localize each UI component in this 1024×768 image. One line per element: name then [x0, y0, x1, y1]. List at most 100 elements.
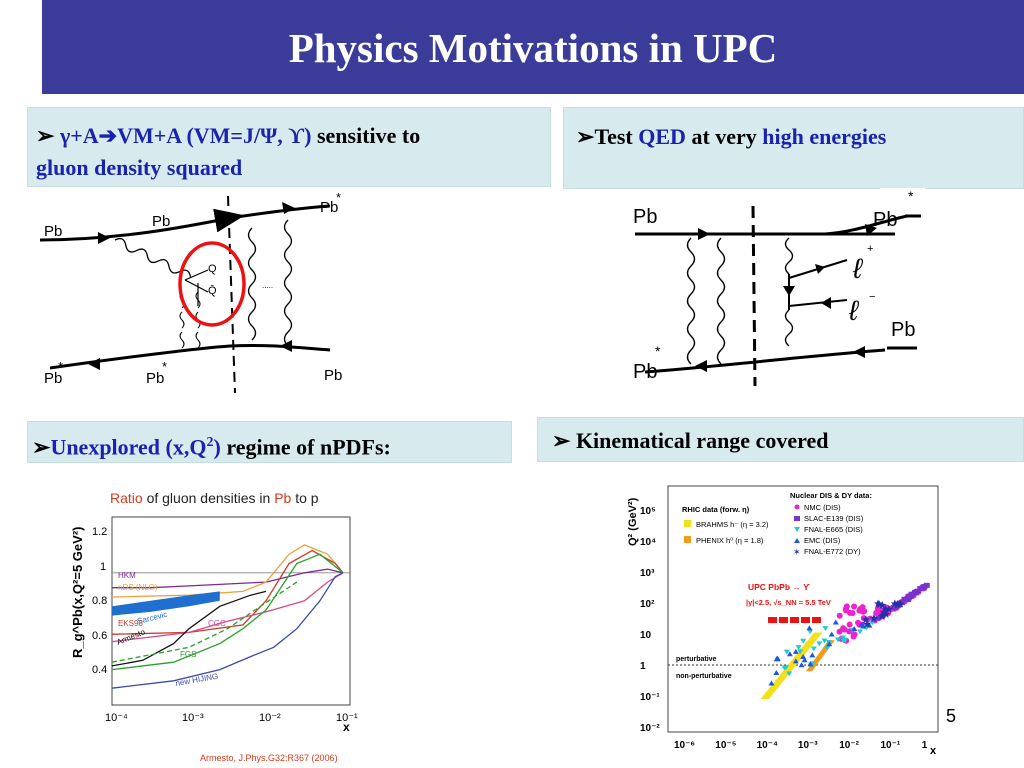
bullet-box-vm-production: ➢ γ+A➔VM+A (VM=J/Ψ, ϒ) sensitive to gluo…	[27, 107, 551, 187]
x-tick: 10⁻²	[839, 740, 859, 751]
pb-out-bot-label: Pb	[324, 367, 342, 384]
pb-bottom-arrow-2	[853, 346, 865, 358]
legend-nmc: NMC (DIS)	[804, 503, 841, 512]
quark-line	[184, 269, 209, 281]
qed-text: QED	[638, 124, 686, 149]
chart-title: Ratio of gluon densities in Pb to p	[110, 490, 319, 506]
pb-top-arrow	[282, 202, 295, 214]
kinematic-data-points	[760, 582, 930, 700]
point-emc	[768, 680, 775, 686]
point-e665	[810, 646, 817, 652]
curve-fgs	[111, 553, 344, 671]
y-tick: 10⁻¹	[640, 692, 660, 703]
pb-mid-bot-label: Pb	[146, 370, 164, 387]
legend-swatch-slac	[794, 516, 800, 521]
point-emc	[792, 648, 799, 654]
upc-marker	[768, 617, 821, 623]
point-emc	[792, 658, 799, 664]
y-axis-label: Q² (GeV²)	[627, 497, 639, 546]
point-nmc	[843, 603, 850, 610]
legend-swatch-e772: ✶	[793, 547, 801, 557]
point-e772	[861, 615, 870, 624]
point-slac	[911, 589, 918, 595]
curve-eks98	[111, 549, 344, 635]
point-e665	[797, 649, 804, 655]
legend-phenix: PHENIX h⁰ (η = 1.8)	[696, 536, 764, 545]
star-label: *	[162, 359, 167, 374]
xq-superscript: 2	[206, 435, 214, 450]
exchange-wave-2	[283, 219, 293, 347]
point-slac	[901, 596, 908, 602]
page-number: 5	[946, 706, 957, 726]
citation: Armesto, J.Phys.G32:R367 (2006)	[200, 753, 338, 763]
point-nmc	[856, 607, 863, 614]
star-label: *	[655, 343, 661, 359]
y-tick: 1	[640, 661, 646, 672]
pb-bottom-arrow	[88, 358, 100, 370]
y-tick: 10⁻²	[640, 723, 660, 734]
point-emc	[800, 654, 807, 660]
lepton-arrow	[783, 286, 795, 296]
perturbative-label: perturbative	[676, 656, 717, 663]
curve-hijing	[111, 572, 344, 689]
pb-bottom-line	[49, 343, 331, 370]
curve-fgs-dashed	[111, 581, 298, 663]
gluon-ratio-chart: Ratio of gluon densities in Pb to p R_g^…	[70, 490, 358, 763]
pb-bottom-arrow	[695, 360, 707, 372]
point-emc	[801, 657, 808, 663]
y-tick: 10²	[640, 599, 655, 610]
q-label: Q	[208, 263, 217, 275]
cut-line	[227, 195, 236, 394]
y-tick: 1	[100, 561, 106, 573]
photon-wave-4	[784, 309, 794, 347]
x-tick: 10⁻¹	[881, 740, 901, 751]
non-perturbative-label: non-perturbative	[676, 673, 732, 680]
x-tick: 1	[922, 740, 928, 751]
at-very-text: at very	[691, 124, 757, 149]
legend-slac: SLAC-E139 (DIS)	[804, 514, 864, 523]
y-tick: 10	[640, 630, 652, 641]
feynman-diagram-qed: Pb Pb * ℓ + ℓ − Pb Pb *	[633, 188, 925, 387]
legend-brahms: BRAHMS h⁻ (η = 3.2)	[696, 520, 769, 529]
pb-br-label: Pb	[891, 319, 915, 341]
star-label: *	[908, 188, 914, 204]
band-sarcevic	[112, 591, 220, 616]
point-e772	[879, 608, 888, 617]
pb-bl-label: Pb	[633, 361, 657, 383]
photon-wave-3	[784, 237, 794, 275]
point-emc	[806, 625, 813, 631]
point-emc	[828, 631, 835, 637]
high-energies-text: high energies	[762, 124, 887, 149]
gamma-a-text: γ+A	[59, 123, 99, 148]
curve-label-fgs: FGS	[180, 650, 196, 659]
point-e772	[893, 600, 902, 609]
ellipsis-dots: .....	[262, 281, 273, 290]
point-emc	[798, 662, 805, 668]
bullet-marker: ➢	[576, 124, 595, 149]
point-e665	[816, 641, 823, 647]
point-nmc	[847, 609, 854, 616]
y-ticks: 10⁻² 10⁻¹ 1 10 10² 10³ 10⁴ 10⁵	[640, 506, 660, 734]
point-slac	[908, 591, 915, 597]
x-axis-label: x	[343, 720, 350, 734]
point-e665	[783, 649, 790, 655]
point-e665	[821, 638, 828, 644]
x-tick: 10⁻⁵	[715, 740, 736, 751]
point-e665	[856, 629, 863, 635]
curve-label-eks98: EKS98	[118, 619, 143, 628]
pb-bottom-line	[644, 348, 886, 374]
point-e665	[795, 645, 802, 651]
point-e772	[869, 613, 878, 622]
legend-left-title: RHIC data (forw. η)	[682, 505, 750, 514]
xq-text: (x,Q	[165, 434, 207, 460]
point-slac	[917, 586, 924, 592]
star-label: *	[58, 359, 63, 374]
x-axis-label: x	[930, 745, 937, 757]
bullet-box-kinematics: ➢ Kinematical range covered	[537, 417, 1024, 462]
point-e665	[835, 637, 842, 643]
xq-close: )	[213, 434, 221, 460]
y-tick: 0.4	[92, 664, 107, 676]
bullet-marker: ➢	[32, 434, 51, 460]
pb-top-arrow-2	[98, 232, 110, 244]
y-tick: 10⁴	[640, 537, 656, 548]
